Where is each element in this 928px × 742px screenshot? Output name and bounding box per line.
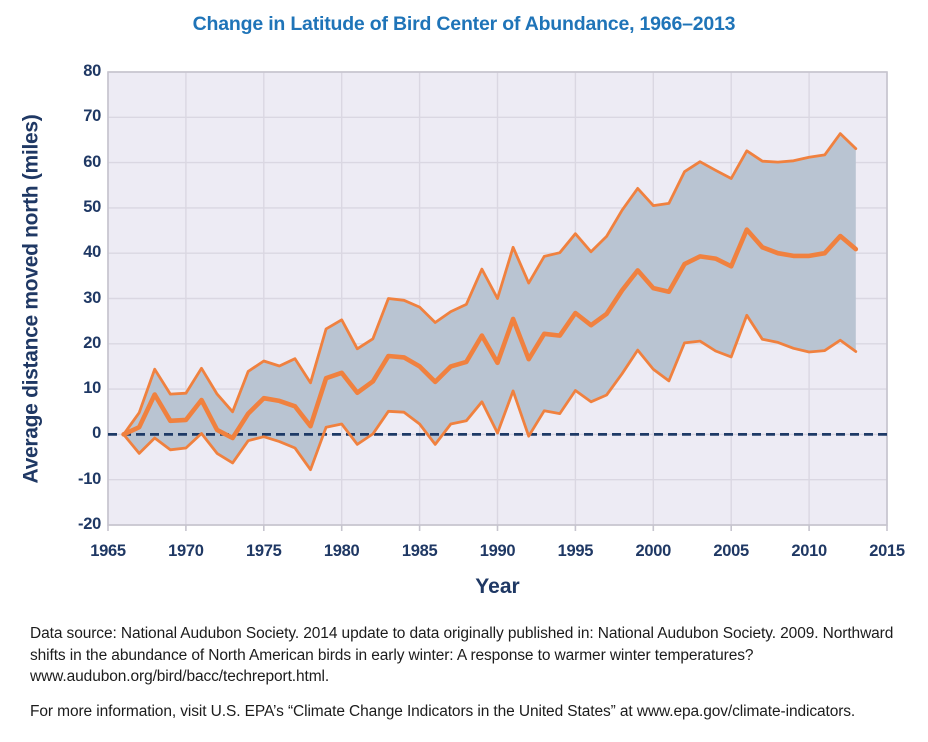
lower-bound-line bbox=[122, 313, 858, 472]
center-line bbox=[121, 227, 859, 441]
footer-source-line-2: shifts in the abundance of North America… bbox=[30, 646, 754, 664]
x-axis-title: Year bbox=[475, 575, 520, 598]
footer-info-line: For more information, visit U.S. EPA’s “… bbox=[30, 703, 856, 720]
footer-source-line-1: Data source: National Audubon Society. 2… bbox=[30, 625, 894, 642]
footer-source-line-3: www.audubon.org/bird/bacc/techreport.htm… bbox=[30, 668, 330, 685]
footer-source: Data source: National Audubon Society. 2… bbox=[30, 623, 910, 688]
chart-title: Change in Latitude of Bird Center of Abu… bbox=[192, 13, 736, 35]
confidence-band bbox=[123, 133, 856, 470]
upper-bound-line bbox=[122, 132, 858, 436]
